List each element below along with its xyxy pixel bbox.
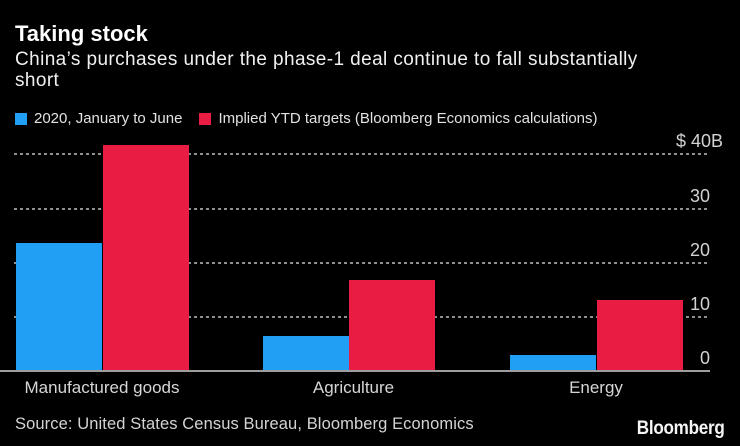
legend-swatch-icon	[15, 112, 27, 125]
bar-target	[102, 145, 189, 370]
plot-area: $ 40B 30 20 10 0	[0, 132, 740, 372]
y-grid-line	[14, 153, 710, 156]
chart-subtitle: China’s purchases under the phase-1 deal…	[15, 49, 638, 91]
legend-label: Implied YTD targets (Bloomberg Economics…	[218, 110, 598, 127]
category-label: Energy	[569, 378, 623, 397]
y-tick-label: 30	[689, 185, 710, 206]
source-note: Source: United States Census Bureau, Blo…	[15, 415, 474, 433]
category-label: Manufactured goods	[24, 378, 180, 397]
legend-label: 2020, January to June	[34, 110, 183, 127]
legend-swatch-icon	[199, 112, 212, 125]
bar-actual	[16, 242, 102, 370]
y-tick-label: 10	[689, 293, 710, 314]
legend-item: Implied YTD targets (Bloomberg Economics…	[199, 110, 598, 127]
category-labels: Manufactured goods Agriculture Energy	[0, 378, 740, 400]
bar-target	[349, 279, 435, 370]
legend: 2020, January to June Implied YTD targets…	[15, 110, 598, 127]
y-tick-label: 0	[699, 348, 710, 368]
x-axis-line	[0, 370, 710, 372]
bloomberg-logo: Bloomberg	[637, 418, 725, 439]
y-tick-label: 20	[689, 239, 710, 260]
subtitle-line-2: short	[15, 70, 60, 91]
y-tick-label: $ 40B	[675, 131, 723, 152]
subtitle-line-1: China’s purchases under the phase-1 deal…	[15, 49, 638, 70]
bar-actual	[510, 354, 596, 370]
bar-target	[596, 299, 683, 370]
legend-item: 2020, January to June	[15, 110, 182, 127]
y-grid-line	[14, 207, 710, 210]
chart-title: Taking stock	[15, 21, 148, 46]
y-grid-line	[14, 261, 710, 264]
category-label: Agriculture	[312, 378, 395, 397]
bar-actual	[262, 335, 349, 370]
